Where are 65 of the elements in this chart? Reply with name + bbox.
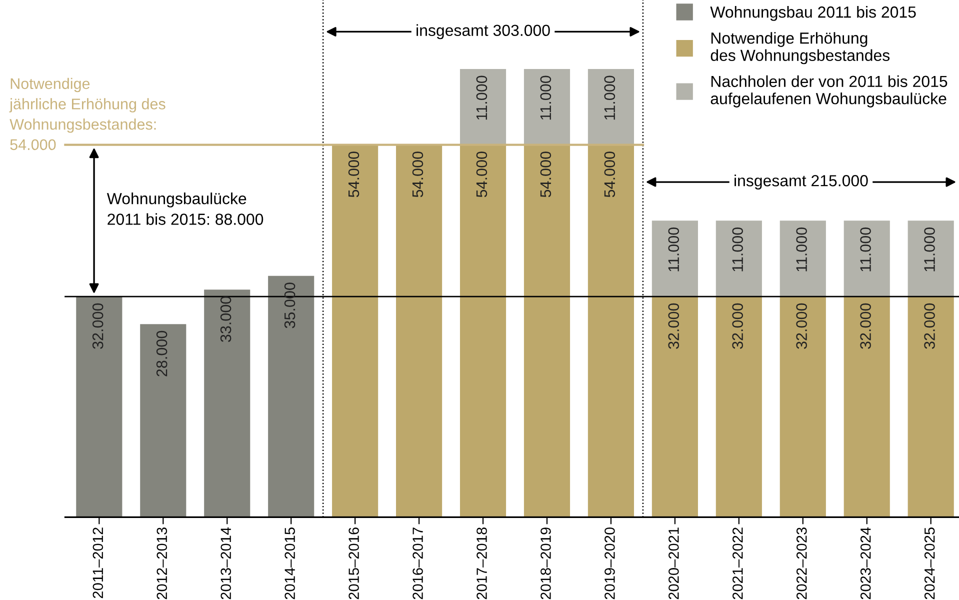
annotation: insgesamt 215.000 bbox=[734, 174, 868, 190]
data-label: 32.000 bbox=[860, 303, 871, 349]
x-tick-label: 2022–2023 bbox=[796, 528, 807, 600]
data-label: 11.000 bbox=[604, 76, 616, 120]
bar bbox=[524, 68, 570, 145]
bar bbox=[524, 144, 570, 518]
data-label: 11.000 bbox=[796, 227, 807, 272]
bar bbox=[652, 220, 698, 297]
x-tick-label: 2023–2024 bbox=[860, 527, 871, 600]
data-label: 54.000 bbox=[348, 152, 360, 198]
bar bbox=[268, 276, 314, 518]
data-label: 11.000 bbox=[732, 227, 744, 272]
data-label: 32.000 bbox=[732, 303, 744, 349]
bar bbox=[716, 220, 762, 297]
x-tick-label: 2017–2018 bbox=[476, 528, 487, 600]
bar bbox=[140, 324, 186, 518]
bar bbox=[780, 220, 826, 297]
x-tick-label: 2020–2021 bbox=[668, 528, 679, 600]
bar bbox=[332, 144, 378, 518]
bar bbox=[76, 296, 122, 518]
ref-line-label: Notwendige jährliche Erhöhung des Wohnungsbestandes: 54.000 bbox=[9, 78, 166, 150]
data-label: 11.000 bbox=[860, 227, 871, 272]
bar bbox=[396, 144, 442, 518]
x-tick-label: 2012–2013 bbox=[156, 528, 168, 600]
x-tick-label: 2011–2012 bbox=[92, 528, 104, 598]
bar bbox=[844, 220, 890, 297]
annotation: insgesamt 303.000 bbox=[416, 24, 550, 40]
x-tick-label: 2016–2017 bbox=[412, 528, 423, 600]
x-tick-label: 2021–2022 bbox=[732, 528, 743, 600]
bar bbox=[652, 296, 698, 518]
data-label: 32.000 bbox=[92, 303, 104, 349]
x-tick-label: 2013–2014 bbox=[220, 527, 232, 600]
bar bbox=[204, 290, 250, 518]
x-tick-label: 2019–2020 bbox=[604, 527, 615, 600]
data-label: 32.000 bbox=[796, 303, 807, 349]
data-label: 11.000 bbox=[540, 76, 552, 120]
bar bbox=[908, 296, 954, 518]
data-label: 32.000 bbox=[924, 303, 935, 349]
legend-label: Notwendige Erhöhung des Wohnungsbestandes bbox=[710, 32, 890, 64]
bar bbox=[908, 220, 954, 297]
bar bbox=[844, 296, 890, 518]
data-label: 11.000 bbox=[476, 76, 488, 120]
legend-label: Wohnungsbau 2011 bis 2015 bbox=[710, 6, 916, 21]
data-label: 54.000 bbox=[540, 152, 552, 198]
x-tick-label: 2024–2025 bbox=[924, 528, 935, 600]
data-label: 54.000 bbox=[476, 152, 488, 198]
bar bbox=[588, 144, 634, 518]
data-label: 28.000 bbox=[156, 330, 168, 376]
bar bbox=[716, 296, 762, 518]
annotation: Wohnungsbaulücke 2011 bis 2015: 88.000 bbox=[106, 192, 264, 225]
x-tick-label: 2018–2019 bbox=[540, 528, 551, 600]
data-label: 32.000 bbox=[668, 303, 680, 349]
bar bbox=[588, 68, 634, 145]
data-label: 54.000 bbox=[412, 152, 424, 198]
bar bbox=[460, 144, 506, 518]
data-label: 54.000 bbox=[604, 152, 616, 198]
bar bbox=[460, 68, 506, 145]
legend-label: Nachholen der von 2011 bis 2015 aufgelaufenen Wohungsbaulücke bbox=[710, 75, 948, 108]
x-tick-label: 2014–2015 bbox=[284, 528, 296, 600]
x-tick-label: 2015–2016 bbox=[348, 528, 359, 600]
bar bbox=[780, 296, 826, 518]
data-label: 11.000 bbox=[924, 227, 935, 272]
data-label: 11.000 bbox=[668, 227, 680, 272]
data-label: 35.000 bbox=[284, 282, 296, 328]
data-label: 33.000 bbox=[220, 296, 232, 342]
